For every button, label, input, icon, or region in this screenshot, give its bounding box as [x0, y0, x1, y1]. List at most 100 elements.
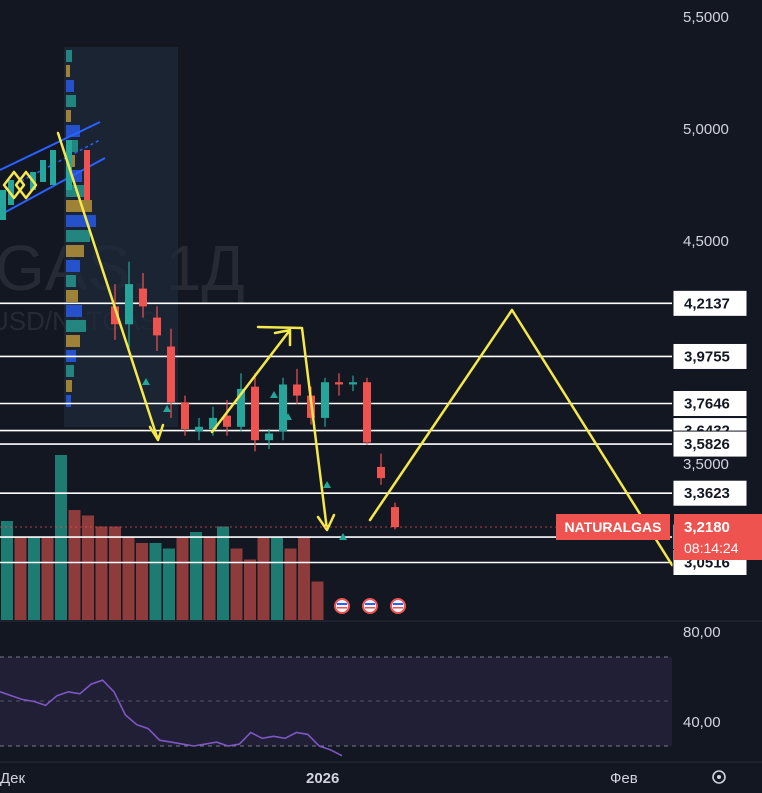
rsi-tick: 40,00 — [683, 714, 721, 731]
volume-bar — [257, 537, 270, 620]
level-tag-value: 3,5826 — [684, 436, 730, 453]
up-arrow-1 — [210, 328, 292, 434]
candle-body — [363, 382, 371, 443]
candle[interactable] — [181, 395, 189, 436]
current-price-tag[interactable]: NATURALGAS 3,2180 08:14:24 — [556, 514, 762, 560]
candle[interactable] — [377, 453, 385, 485]
volume-profile-bar — [66, 110, 71, 122]
level-tag — [672, 342, 748, 370]
event-icons[interactable] — [334, 598, 406, 614]
level-tags: 4,21373,97553,76463,64323,58263,36233,16… — [672, 289, 748, 576]
rsi-line — [0, 679, 343, 757]
volume-profile-bar — [66, 380, 72, 392]
rsi-pane[interactable]: 80,00 40,00 — [0, 620, 762, 757]
candle-body — [335, 382, 343, 385]
candle-body — [167, 346, 175, 403]
volume-profile-bar — [66, 365, 74, 377]
volume-profile-bar — [66, 305, 82, 317]
level-tag-value: 3,9755 — [684, 348, 730, 365]
level-tag-value: 3,3623 — [684, 485, 730, 502]
volume-bar — [28, 537, 40, 620]
candle-body — [321, 382, 329, 418]
level-tag-value: 4,2137 — [684, 295, 730, 312]
volume-profile-bar — [66, 335, 80, 347]
candle[interactable] — [321, 377, 329, 427]
volume-profile-bar — [66, 275, 76, 287]
volume-bar — [271, 537, 283, 620]
volume-bar — [163, 548, 175, 620]
forecast-drawing[interactable] — [2, 131, 674, 567]
candle[interactable] — [153, 306, 161, 351]
volume-bar — [122, 537, 135, 620]
volume-profile-bar — [66, 215, 96, 227]
candle[interactable] — [265, 429, 273, 450]
signal-markers — [142, 378, 347, 540]
price-axis[interactable]: 5,5000 5,0000 4,5000 3,5000 — [683, 9, 729, 473]
level-tag — [672, 430, 748, 458]
volume-bar — [82, 515, 94, 620]
volume-bar — [14, 537, 27, 620]
candle[interactable] — [349, 375, 357, 392]
price-tag — [674, 514, 762, 560]
volume-profile-bar — [66, 200, 92, 212]
candle[interactable] — [125, 261, 133, 351]
candle[interactable] — [237, 373, 245, 432]
volume-bar — [217, 526, 229, 620]
time-axis[interactable]: Дек 2026 Фев — [0, 761, 762, 787]
candle[interactable] — [139, 272, 147, 318]
candle-body — [279, 384, 287, 432]
rsi-tick: 80,00 — [683, 624, 721, 641]
level-tag-value: 3,7646 — [684, 395, 730, 412]
candle-body — [153, 317, 161, 336]
volume-profile-bar — [66, 50, 72, 62]
volume-profile-bar — [66, 395, 71, 407]
volume-bar — [41, 537, 54, 620]
candle[interactable] — [293, 368, 301, 405]
candle[interactable] — [223, 400, 231, 436]
symbol-label: NATURALGAS — [565, 519, 662, 535]
us-flag-event-icon[interactable] — [362, 598, 378, 614]
settings-gear-icon[interactable] — [712, 770, 726, 784]
bar-countdown: 08:14:24 — [684, 540, 739, 556]
candle[interactable] — [279, 377, 287, 441]
candle-body — [139, 288, 147, 307]
volume-bar — [190, 532, 202, 620]
price-tick: 3,5000 — [683, 456, 729, 473]
level-tag — [672, 479, 748, 507]
volume-bar — [136, 543, 148, 620]
price-tick: 5,5000 — [683, 9, 729, 26]
symbol-tag — [556, 514, 670, 540]
us-flag-event-icon[interactable] — [334, 598, 350, 614]
candle[interactable] — [251, 373, 259, 452]
down-arrow-1 — [56, 131, 165, 442]
candlesticks[interactable] — [111, 261, 399, 530]
volume-profile-bar — [66, 230, 90, 242]
candle-body — [237, 388, 245, 427]
candle-body — [377, 466, 385, 479]
candle-body — [195, 426, 203, 432]
down-arrow-2 — [256, 325, 336, 532]
candle-body — [293, 384, 301, 396]
candle[interactable] — [363, 377, 371, 445]
volume-bar — [311, 581, 324, 620]
volume-bar — [149, 543, 162, 620]
volume-bar — [298, 537, 310, 620]
time-tick: Дек — [0, 770, 26, 787]
candle[interactable] — [391, 502, 399, 530]
candle[interactable] — [167, 328, 175, 418]
volume-bar — [284, 548, 297, 620]
candle[interactable] — [195, 417, 203, 441]
volume-bar — [1, 521, 13, 620]
volume-bar — [244, 559, 256, 620]
us-flag-event-icon[interactable] — [390, 598, 406, 614]
candle-body — [391, 507, 399, 528]
volume-profile-bar — [66, 80, 74, 92]
candle-body — [265, 433, 273, 441]
time-tick: 2026 — [306, 770, 339, 787]
candle[interactable] — [335, 373, 343, 396]
volume-bar — [176, 537, 189, 620]
candle-body — [349, 382, 357, 385]
price-tick: 5,0000 — [683, 121, 729, 138]
volume-bar — [109, 526, 121, 620]
